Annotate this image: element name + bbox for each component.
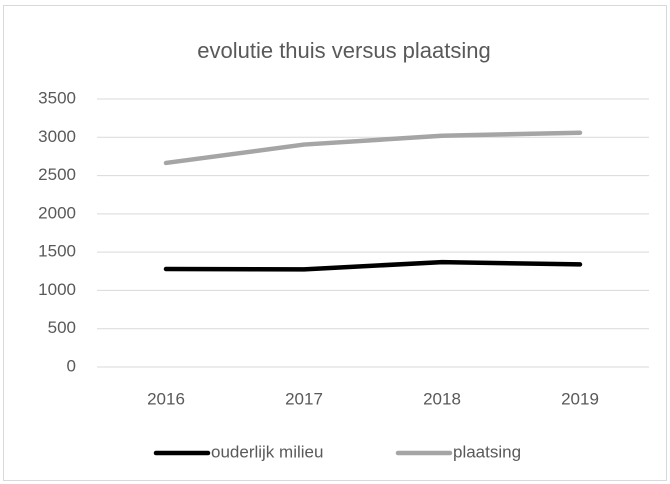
y-tick-label: 1500 [38, 242, 76, 261]
x-tick-label: 2016 [147, 389, 185, 408]
y-tick-label: 2000 [38, 203, 76, 222]
x-tick-label: 2017 [285, 389, 323, 408]
x-tick-label: 2018 [423, 389, 461, 408]
chart-border [3, 5, 667, 481]
legend-label: plaatsing [453, 442, 521, 461]
y-tick-label: 3000 [38, 127, 76, 146]
y-tick-label: 500 [48, 318, 76, 337]
series-line [163, 130, 583, 166]
x-tick-label: 2019 [561, 389, 599, 408]
y-tick-label: 3500 [38, 88, 76, 107]
chart-title: evolutie thuis versus plaatsing [197, 38, 491, 63]
series-line [163, 259, 583, 272]
y-tick-label: 0 [67, 356, 76, 375]
y-tick-label: 2500 [38, 165, 76, 184]
y-tick-label: 1000 [38, 280, 76, 299]
legend-label: ouderlijk milieu [211, 442, 323, 461]
